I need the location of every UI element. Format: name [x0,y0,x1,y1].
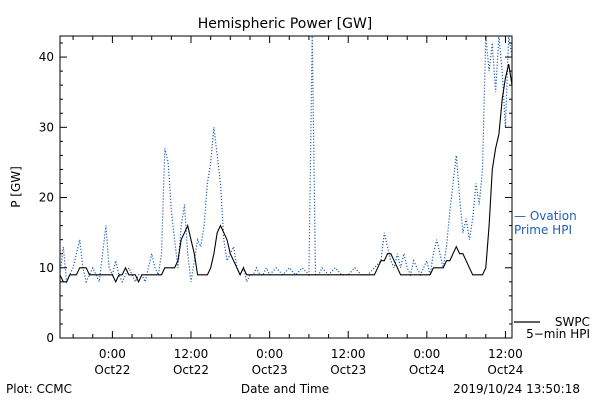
x-tick-time-label: 0:00 [256,347,283,361]
series-layer [59,35,513,285]
x-tick-time-label: 12:00 [488,347,523,361]
chart-title: Hemispheric Power [GW] [198,16,373,32]
x-tick-time-label: 0:00 [99,347,126,361]
x-axis-label: Date and Time [241,382,329,396]
x-tick-date-label: Oct22 [94,363,130,377]
x-tick-date-label: Oct22 [173,363,209,377]
axes-layer: 0 10 20 30 40 0:00 Oct22 12:00 Oct22 0:00 Oct23 12:… [39,36,523,377]
y-tick-label: 30 [39,120,54,134]
x-tick-time-label: 12:00 [174,347,209,361]
x-tick-date-label: Oct24 [409,363,445,377]
x-tick-date-label: Oct23 [330,363,366,377]
y-tick-label: 0 [46,331,54,345]
plot-timestamp: 2019/10/24 13:50:18 [453,382,580,396]
y-tick-label: 10 [39,261,54,275]
plot-source-label: Plot: CCMC [6,382,72,396]
legend-swpc-label: 5−min HPI [526,327,590,341]
x-tick-time-label: 0:00 [413,347,440,361]
legend-swpc-label: SWPC [555,315,590,329]
ovation-prime-series-line [59,35,513,285]
x-tick-time-label: 12:00 [331,347,366,361]
legend-ovation-label: — Ovation [514,209,577,223]
y-tick-label: 40 [39,50,54,64]
legend-ovation-label: Prime HPI [514,223,572,237]
plot-frame [59,35,513,339]
x-tick-date-label: Oct24 [487,363,523,377]
swpc-series-line [59,63,513,284]
y-tick-label: 20 [39,191,54,205]
y-axis-label: P [GW] [9,166,23,208]
x-tick-date-label: Oct23 [252,363,288,377]
